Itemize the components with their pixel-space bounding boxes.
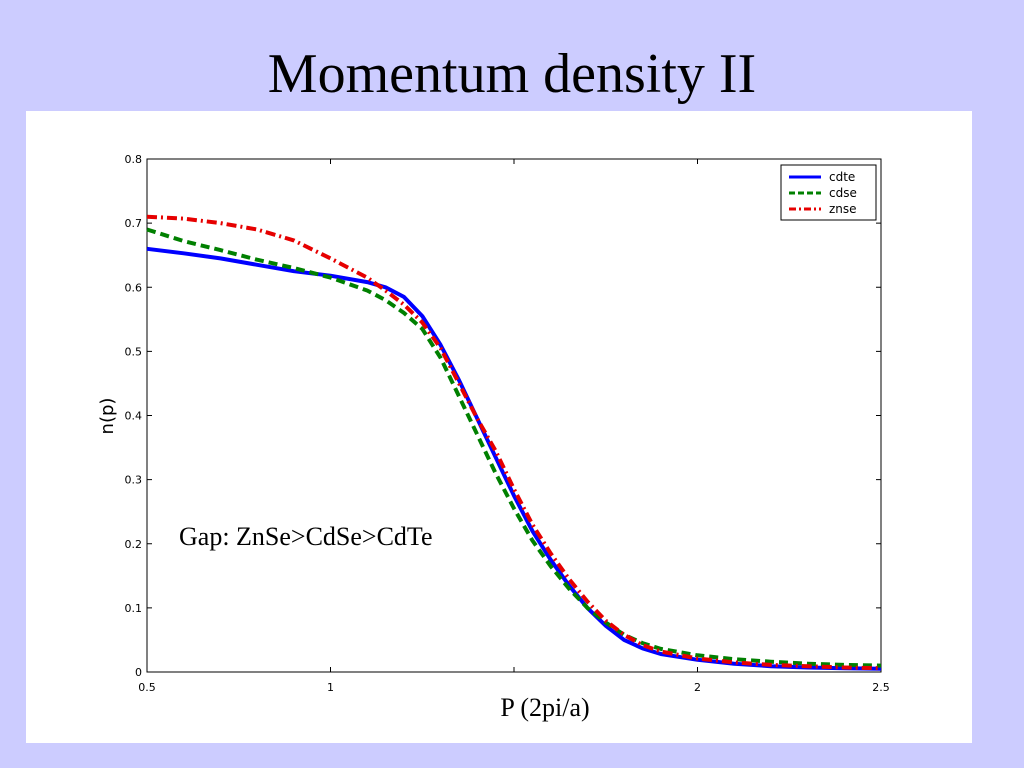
y-tick-label: 0.7 <box>125 217 143 230</box>
y-tick-label: 0.3 <box>125 474 143 487</box>
x-tick-label: 2.5 <box>872 681 890 694</box>
line-chart: 0.5 1 2 2.500.10.20.30.40.50.60.70.8 cdtecd… <box>97 153 890 722</box>
y-tick-label: 0 <box>135 666 142 679</box>
x-tick-label: 0.5 <box>138 681 156 694</box>
figure-panel: 0.5 1 2 2.5 0 0.1 0.2 0.3 0.4 0.5 0.6 0.7 0.8 cdte cd… <box>26 111 972 743</box>
y-tick-label: 0.5 <box>125 345 143 358</box>
legend: cdte cdse znse <box>780 164 877 221</box>
legend-label-znse: znse <box>829 202 857 216</box>
y-axis-label: n(p) <box>97 398 118 435</box>
series-line-cdse <box>146 227 882 668</box>
y-tick-label: 0.8 <box>125 153 143 166</box>
chart-annotation: Gap: ZnSe>CdSe>CdTe <box>179 522 433 551</box>
slide-title: Momentum density II <box>267 43 757 105</box>
legend-entries: cdte cdse znse <box>789 170 857 216</box>
y-tick-label: 0.1 <box>125 602 143 615</box>
legend-label-cdte: cdte <box>829 170 855 184</box>
x-tick-label: 1 <box>327 681 334 694</box>
plot-area <box>146 158 882 673</box>
series-line-znse <box>146 214 882 671</box>
y-tick-label: 0.4 <box>125 410 143 423</box>
x-tick-label: 2 <box>694 681 701 694</box>
legend-label-cdse: cdse <box>829 186 857 200</box>
x-axis-label: P (2pi/a) <box>500 693 589 722</box>
y-tick-label: 0.6 <box>125 281 143 294</box>
legend-box <box>780 164 877 221</box>
y-tick-label: 0.2 <box>125 538 143 551</box>
axis-ticks: 0.5 1 2 2.5 0 0.1 0.2 0.3 0.4 0.5 0.6 0.7 0.8 <box>125 153 890 694</box>
series-lines <box>146 214 882 671</box>
